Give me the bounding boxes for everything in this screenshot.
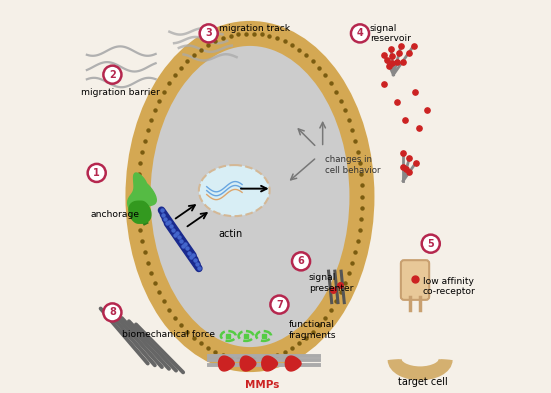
Circle shape [104, 303, 121, 321]
Text: 2: 2 [109, 70, 116, 80]
Text: biomechanical force: biomechanical force [122, 330, 215, 339]
FancyBboxPatch shape [77, 0, 474, 393]
Ellipse shape [199, 165, 269, 216]
Text: migration track: migration track [219, 24, 290, 33]
Text: functional
fragments: functional fragments [289, 320, 337, 340]
Text: 6: 6 [298, 256, 304, 266]
Text: actin: actin [219, 229, 243, 239]
Text: 4: 4 [356, 28, 363, 39]
Text: MMPs: MMPs [245, 380, 279, 390]
Polygon shape [262, 356, 278, 371]
Text: 1: 1 [93, 168, 100, 178]
Ellipse shape [142, 37, 358, 356]
Text: changes in
cell behavior: changes in cell behavior [325, 155, 380, 174]
Text: migration barrier: migration barrier [81, 88, 160, 97]
Text: signal
presenter: signal presenter [309, 273, 353, 292]
Polygon shape [219, 356, 234, 371]
Polygon shape [128, 173, 156, 216]
Circle shape [351, 24, 369, 42]
Circle shape [88, 164, 106, 182]
Text: 3: 3 [206, 28, 212, 39]
FancyBboxPatch shape [401, 260, 429, 300]
Polygon shape [285, 356, 301, 371]
Text: 8: 8 [109, 307, 116, 318]
Circle shape [292, 252, 310, 270]
Polygon shape [129, 201, 151, 223]
Circle shape [199, 24, 218, 42]
Polygon shape [240, 356, 256, 371]
Circle shape [271, 296, 289, 314]
Text: signal
reservoir: signal reservoir [370, 24, 411, 43]
Text: target cell: target cell [398, 377, 448, 387]
Circle shape [422, 235, 440, 253]
Text: anchorage: anchorage [91, 210, 140, 219]
Text: low affinity
co-receptor: low affinity co-receptor [423, 277, 476, 296]
Circle shape [104, 66, 121, 84]
Text: 7: 7 [276, 299, 283, 310]
Text: 5: 5 [428, 239, 434, 249]
